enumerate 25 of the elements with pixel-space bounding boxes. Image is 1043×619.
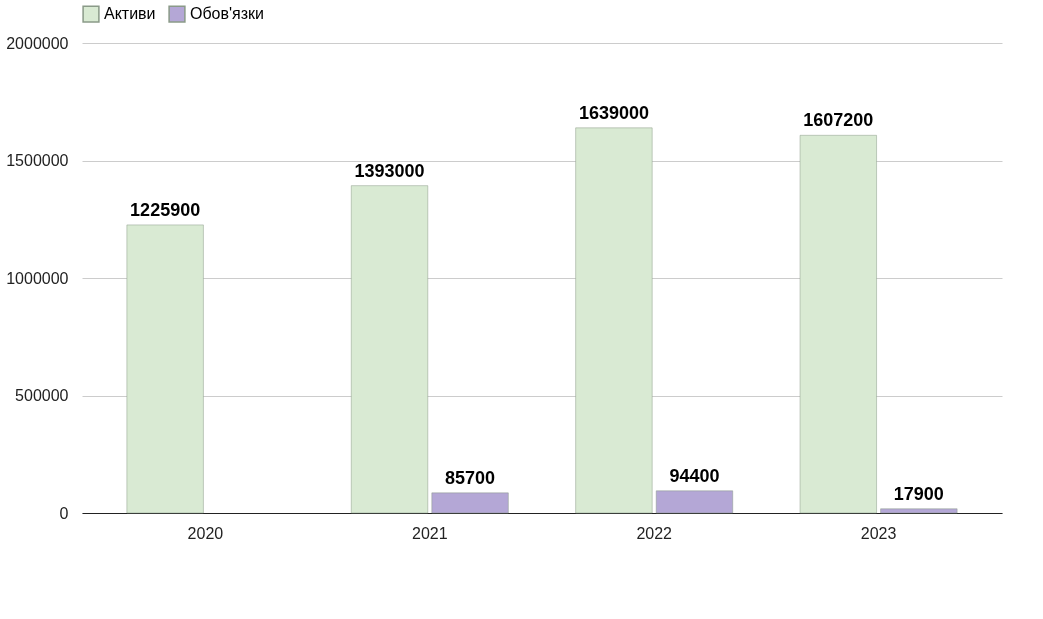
y-tick-label: 0 [59,504,69,522]
bar [126,224,204,514]
y-tick-label: 1500000 [6,152,69,169]
x-tick-label: 2020 [187,524,224,542]
data-label: 94400 [669,465,720,486]
legend-label: Активи [104,5,156,23]
data-label: 17900 [893,483,944,504]
bar [655,490,733,514]
bar [880,508,958,514]
bar [575,127,653,514]
bar [431,492,509,514]
x-tick-label: 2023 [860,524,897,542]
legend-label: Обов'язки [190,5,264,23]
data-label: 1607200 [803,110,874,131]
data-label: 1393000 [354,160,425,181]
data-label: 85700 [445,467,496,488]
bar [351,185,429,514]
y-tick-label: 2000000 [6,34,69,52]
data-label: 1639000 [578,102,649,123]
x-tick-label: 2022 [636,524,673,542]
data-label: 1225900 [130,199,201,220]
y-tick-label: 500000 [15,387,69,404]
bar [799,135,877,514]
y-tick-label: 1000000 [6,269,69,287]
x-tick-label: 2021 [412,524,448,542]
